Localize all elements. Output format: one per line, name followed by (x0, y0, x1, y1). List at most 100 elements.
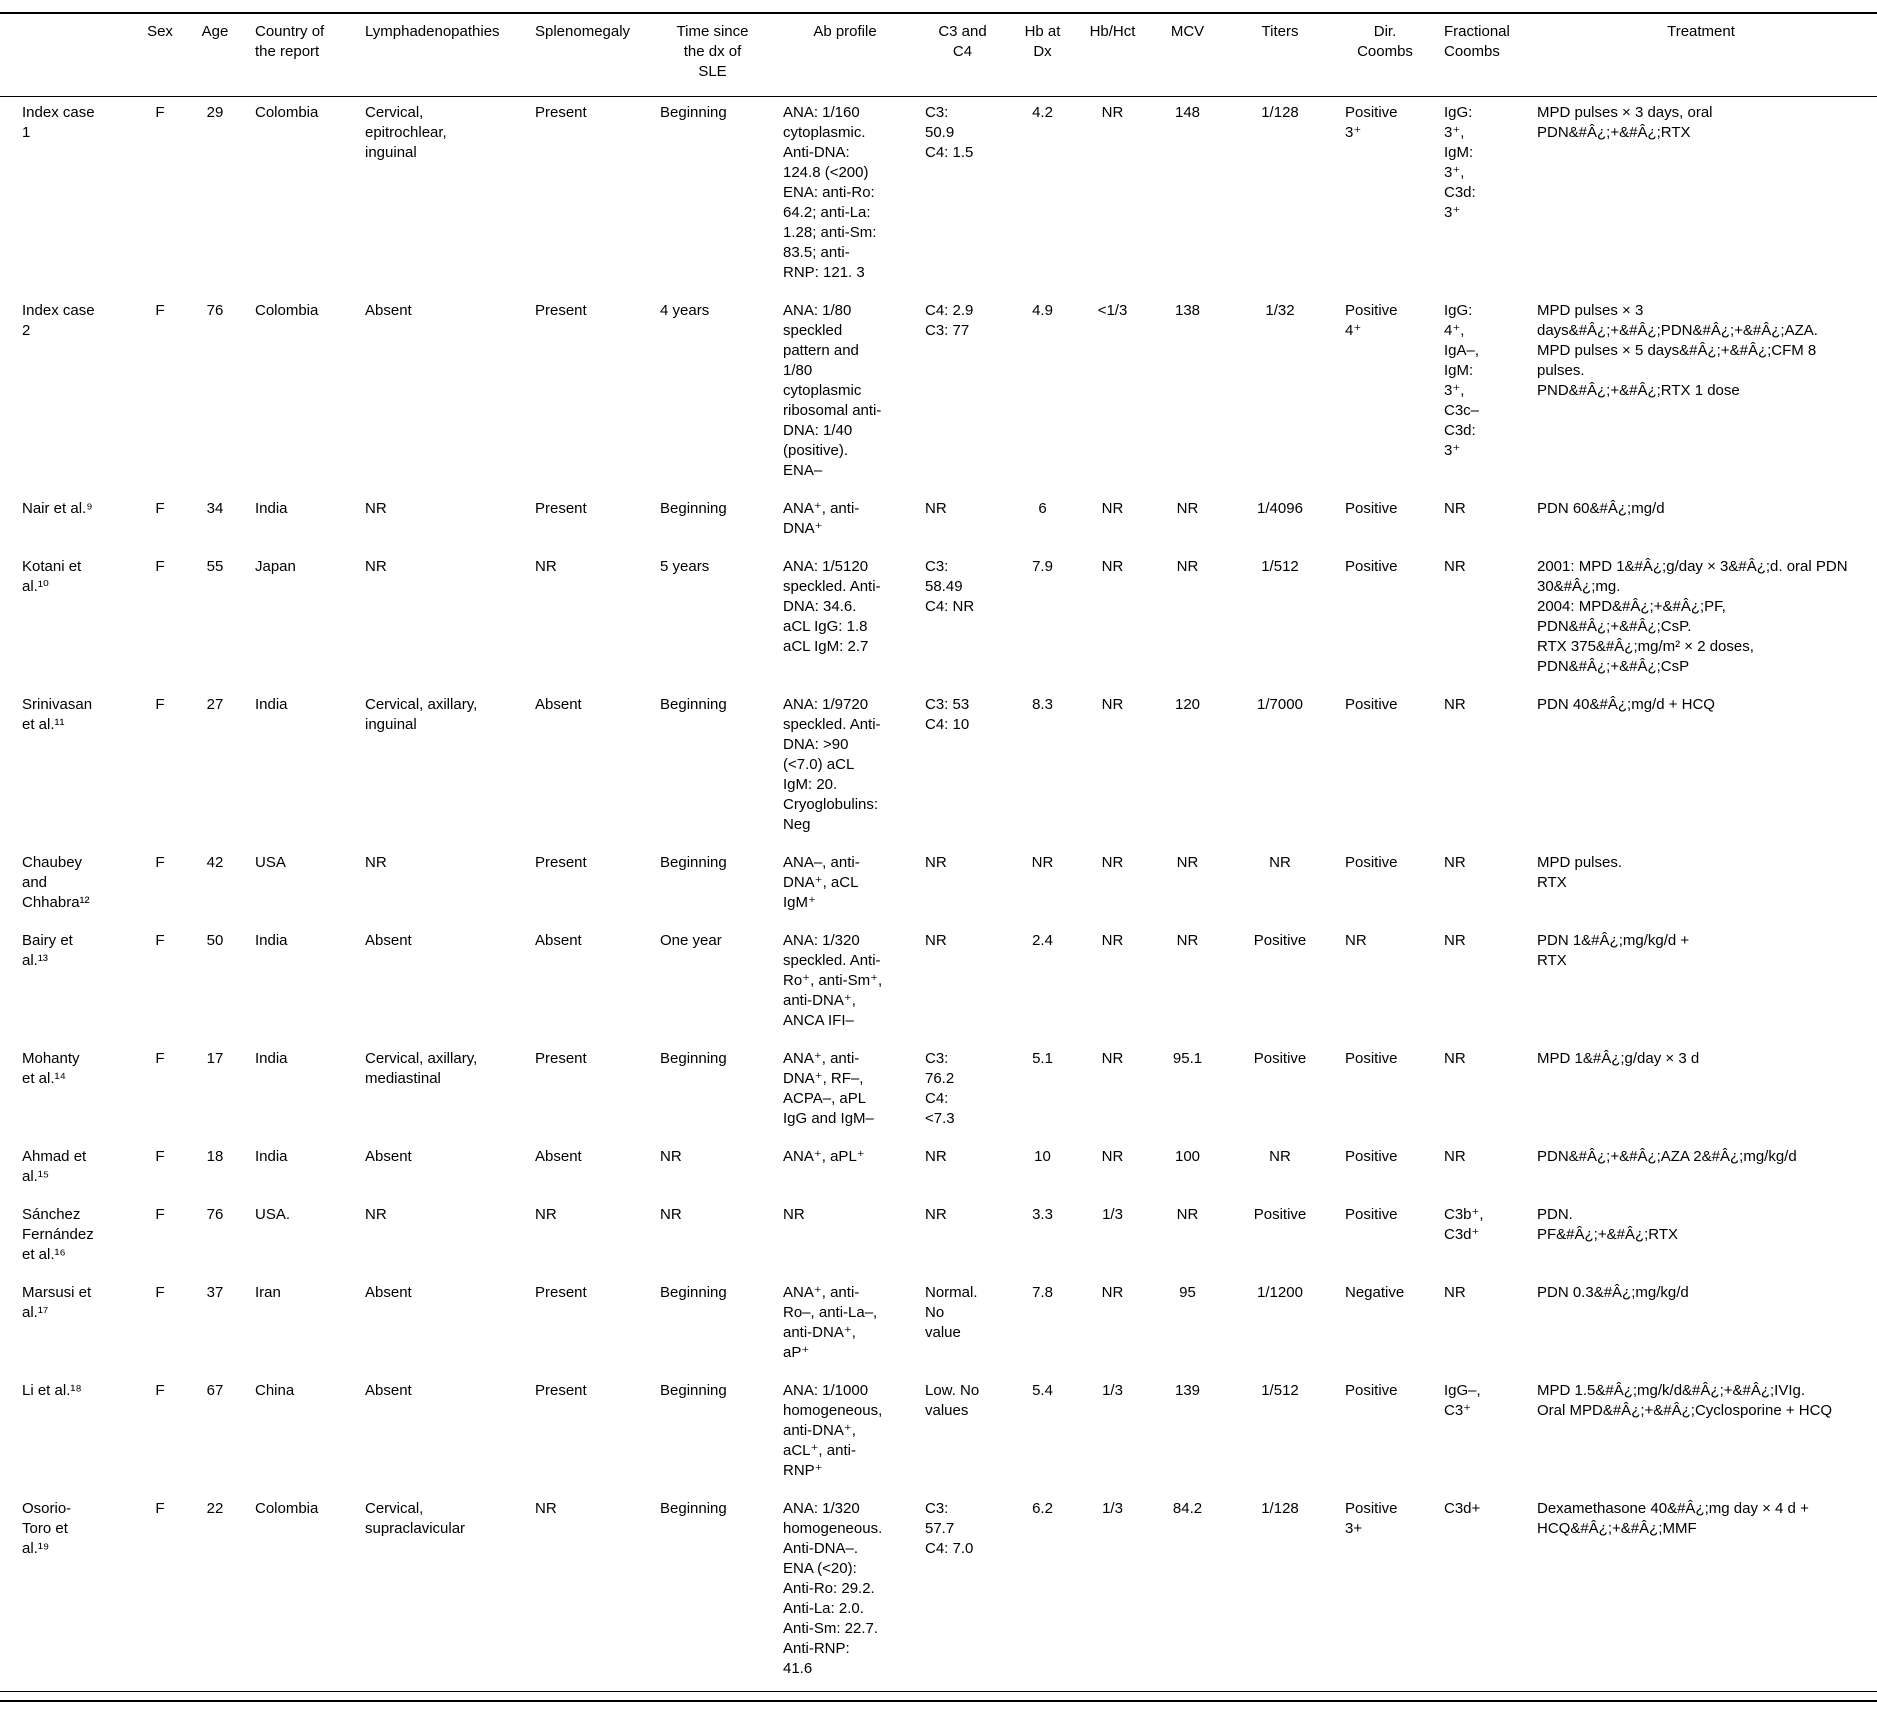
cell-lymphadenopathies: NR (365, 500, 387, 517)
cell-splenomegaly: Present (535, 500, 587, 517)
cell-treatment: 2001: MPD 1&#Â¿;g/day × 3&#Â¿;d. oral PD… (1537, 558, 1848, 675)
cell-ab-profile: ANA: 1/1000 homogeneous, anti-DNA⁺, aCL⁺… (783, 1382, 883, 1479)
cell-hb-at-dx: 3.3 (1032, 1206, 1053, 1223)
cell-study: Nair et al.⁹ (22, 500, 93, 517)
cell-mcv: 138 (1174, 302, 1201, 319)
cell-sex: F (155, 1500, 165, 1517)
cell-mcv: NR (1176, 500, 1199, 517)
cell-fractional-coombs: C3b⁺, C3d⁺ (1444, 1206, 1484, 1243)
cell-fractional-coombs: NR (1444, 932, 1466, 949)
cell-time-since-dx: Beginning (660, 1382, 727, 1399)
cell-titers: 1/128 (1261, 104, 1299, 121)
cell-c3-c4: Normal. No value (925, 1284, 978, 1341)
cell-time-since-dx: 5 years (660, 558, 710, 575)
cell-dir-coombs: Positive 4⁺ (1345, 302, 1398, 339)
cell-time-since-dx: 4 years (660, 302, 710, 319)
cell-splenomegaly: NR (535, 1500, 557, 1517)
cell-dir-coombs: Positive 3⁺ (1345, 104, 1398, 141)
cell-lymphadenopathies: Cervical, supraclavicular (365, 1500, 466, 1537)
cell-mcv: 120 (1174, 696, 1201, 713)
cell-ab-profile: ANA–, anti-DNA⁺, aCL IgM⁺ (783, 854, 860, 911)
table-row: Sánchez Fernández et al.¹⁶ F 76 USA. NR NR NR N… (0, 1199, 1877, 1277)
cell-age: 76 (206, 302, 224, 319)
cell-splenomegaly: NR (535, 558, 557, 575)
cell-lymphadenopathies: Cervical, epitrochlear, inguinal (365, 104, 447, 161)
cell-study: Ahmad et al.¹⁵ (22, 1148, 87, 1185)
column-header-lymphadenopathies: Lymphadenopathies (365, 23, 500, 40)
cell-lymphadenopathies: NR (365, 558, 387, 575)
cell-study: Bairy et al.¹³ (22, 932, 73, 969)
cell-c3-c4: C3: 50.9 C4: 1.5 (925, 104, 974, 161)
cell-c3-c4: NR (925, 500, 947, 517)
cell-country: Japan (255, 558, 296, 575)
cell-c3-c4: NR (925, 1206, 947, 1223)
cell-c3-c4: C4: 2.9 C3: 77 (925, 302, 974, 339)
cell-time-since-dx: Beginning (660, 104, 727, 121)
cell-dir-coombs: Positive (1345, 500, 1398, 517)
cell-hb-hct: 1/3 (1102, 1206, 1123, 1223)
cell-dir-coombs: Positive (1345, 1382, 1398, 1399)
cell-hb-at-dx: 2.4 (1032, 932, 1053, 949)
cell-treatment: Dexamethasone 40&#Â¿;mg day × 4 d + HCQ&… (1537, 1500, 1809, 1537)
cell-study: Index case 2 (22, 302, 95, 339)
cell-sex: F (155, 104, 165, 121)
table-row: Kotani et al.¹⁰ F 55 Japan NR NR 5 years ANA: 1… (0, 551, 1877, 689)
cell-lymphadenopathies: Cervical, axillary, mediastinal (365, 1050, 478, 1087)
table-row: Li et al.¹⁸ F 67 China Absent Present Beginnin… (0, 1375, 1877, 1493)
cell-splenomegaly: Present (535, 1050, 587, 1067)
cell-c3-c4: C3: 76.2 C4: <7.3 (925, 1050, 955, 1127)
cell-time-since-dx: Beginning (660, 1284, 727, 1301)
column-header-study (0, 13, 135, 97)
column-header-hb-at-dx: Hb at Dx (1024, 23, 1061, 60)
cell-c3-c4: NR (925, 932, 947, 949)
cell-titers: 1/512 (1261, 558, 1299, 575)
cell-titers: Positive (1253, 1050, 1307, 1067)
cell-dir-coombs: Positive (1345, 1050, 1398, 1067)
cell-fractional-coombs: NR (1444, 1050, 1466, 1067)
cell-time-since-dx: One year (660, 932, 722, 949)
cell-study: Mohanty et al.¹⁴ (22, 1050, 80, 1087)
column-header-age: Age (201, 23, 229, 40)
cell-hb-at-dx: 4.2 (1032, 104, 1053, 121)
cell-sex: F (155, 1148, 165, 1165)
table-row: Osorio-Toro et al.¹⁹ F 22 Colombia Cervical,… (0, 1493, 1877, 1692)
column-header-hb-hct: Hb/Hct (1089, 23, 1136, 40)
cell-lymphadenopathies: Absent (365, 1382, 412, 1399)
cell-c3-c4: Low. No values (925, 1382, 980, 1419)
cell-dir-coombs: Positive (1345, 854, 1398, 871)
cell-fractional-coombs: NR (1444, 500, 1466, 517)
cell-time-since-dx: Beginning (660, 696, 727, 713)
cell-dir-coombs: Positive (1345, 558, 1398, 575)
cell-mcv: NR (1176, 932, 1199, 949)
table-row: Index case 1 F 29 Colombia Cervical, epitroc… (0, 97, 1877, 296)
cell-country: Colombia (255, 104, 319, 121)
cell-mcv: NR (1176, 558, 1199, 575)
cell-titers: 1/32 (1265, 302, 1295, 319)
cell-hb-at-dx: 5.1 (1032, 1050, 1053, 1067)
table-row: Index case 2 F 76 Colombia Absent Present 4 ye… (0, 295, 1877, 493)
cell-hb-hct: NR (1101, 932, 1124, 949)
cell-dir-coombs: Positive 3+ (1345, 1500, 1398, 1537)
cell-titers: Positive (1253, 932, 1307, 949)
cell-hb-at-dx: 5.4 (1032, 1382, 1053, 1399)
cell-mcv: NR (1176, 854, 1199, 871)
cell-mcv: 95.1 (1172, 1050, 1203, 1067)
cell-sex: F (155, 302, 165, 319)
cell-study: Marsusi et al.¹⁷ (22, 1284, 92, 1321)
cell-dir-coombs: NR (1345, 932, 1367, 949)
cell-hb-at-dx: 8.3 (1032, 696, 1053, 713)
cell-dir-coombs: Positive (1345, 1148, 1398, 1165)
cell-hb-at-dx: 6 (1038, 500, 1047, 517)
cell-dir-coombs: Negative (1345, 1284, 1405, 1301)
cell-hb-at-dx: 4.9 (1032, 302, 1053, 319)
column-header-c3-c4: C3 and C4 (938, 23, 987, 60)
cell-country: China (255, 1382, 295, 1399)
cell-mcv: 100 (1174, 1148, 1201, 1165)
cell-lymphadenopathies: Absent (365, 1148, 412, 1165)
cell-hb-hct: NR (1101, 1148, 1124, 1165)
cell-time-since-dx: Beginning (660, 1050, 727, 1067)
cell-age: 50 (206, 932, 224, 949)
cell-splenomegaly: Present (535, 104, 587, 121)
cell-hb-at-dx: 6.2 (1032, 1500, 1053, 1517)
